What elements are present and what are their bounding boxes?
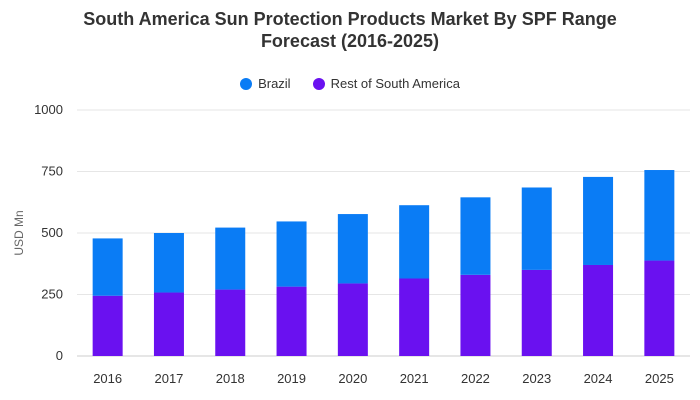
bar-brazil-2023: [521, 187, 552, 270]
x-tick-label-2025: 2025: [645, 371, 674, 386]
x-tick-label-2021: 2021: [400, 371, 429, 386]
bar-rest-of-south-america-2022: [460, 274, 491, 356]
legend-item-brazil[interactable]: Brazil: [240, 76, 291, 91]
chart-title: South America Sun Protection Products Ma…: [0, 8, 700, 52]
bar-rest-of-south-america-2020: [337, 283, 368, 356]
x-tick-label-2024: 2024: [584, 371, 613, 386]
x-tick-label-2016: 2016: [93, 371, 122, 386]
bar-rest-of-south-america-2018: [215, 289, 246, 356]
y-tick-label-0: 0: [56, 348, 63, 363]
bar-rest-of-south-america-2023: [521, 269, 552, 356]
y-tick-label-1000: 1000: [34, 102, 63, 117]
x-tick-label-2017: 2017: [154, 371, 183, 386]
y-axis-title: USD Mn: [12, 210, 26, 255]
bar-brazil-2020: [337, 214, 368, 284]
legend-swatch-brazil: [240, 77, 253, 90]
bar-rest-of-south-america-2021: [399, 278, 430, 356]
legend-item-rest-of-south-america[interactable]: Rest of South America: [312, 76, 460, 91]
bar-brazil-2024: [583, 176, 614, 265]
bar-brazil-2022: [460, 197, 491, 275]
bar-rest-of-south-america-2024: [583, 264, 614, 356]
x-tick-label-2020: 2020: [338, 371, 367, 386]
legend-swatch-rest: [312, 77, 325, 90]
x-tick-label-2022: 2022: [461, 371, 490, 386]
bar-rest-of-south-america-2016: [92, 295, 123, 356]
legend-label-rest: Rest of South America: [330, 76, 460, 91]
chart-title-line-2: Forecast (2016-2025): [260, 31, 440, 51]
legend-label-brazil: Brazil: [258, 76, 291, 91]
bar-brazil-2025: [644, 170, 675, 261]
bar-rest-of-south-america-2019: [276, 286, 307, 356]
x-tick-label-2019: 2019: [277, 371, 306, 386]
y-tick-label-250: 250: [41, 287, 63, 302]
chart-title-line-1: South America Sun Protection Products Ma…: [83, 9, 617, 29]
bar-brazil-2018: [215, 227, 246, 290]
legend: Brazil Rest of South America: [0, 76, 700, 91]
bar-rest-of-south-america-2025: [644, 260, 675, 356]
x-tick-label-2018: 2018: [216, 371, 245, 386]
bar-brazil-2016: [92, 238, 123, 296]
x-tick-label-2023: 2023: [522, 371, 551, 386]
bar-brazil-2021: [399, 205, 430, 279]
y-tick-label-500: 500: [41, 225, 63, 240]
bar-brazil-2019: [276, 221, 307, 287]
bar-brazil-2017: [153, 233, 184, 293]
y-tick-label-750: 750: [41, 164, 63, 179]
bar-rest-of-south-america-2017: [153, 292, 184, 356]
